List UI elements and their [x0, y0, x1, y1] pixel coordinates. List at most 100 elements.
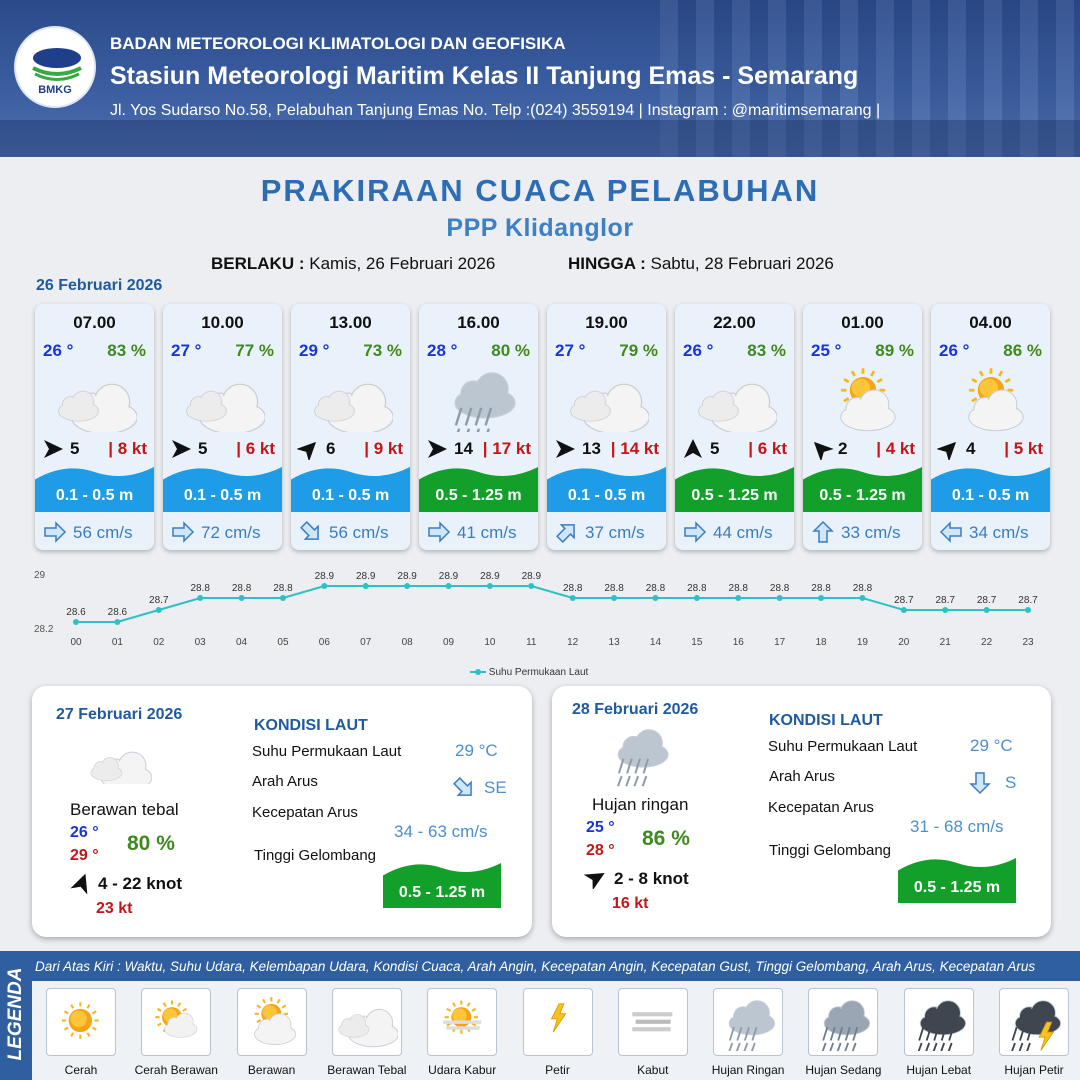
sst-value-label: 28.8	[273, 583, 293, 594]
petir-icon	[550, 1003, 566, 1033]
current-direction-icon	[969, 772, 991, 795]
daily-date: 27 Februari 2026	[56, 706, 183, 723]
forecast-temp: 27 °	[171, 341, 202, 360]
wind-speed: 6	[326, 439, 336, 458]
hujan-ringan-icon	[454, 372, 516, 432]
current-direction-icon	[44, 521, 67, 543]
forecast-card: 10.00 27 ° 77 % 5 | 6 kt 0.1 - 0.5 m 72 …	[163, 304, 282, 550]
sst-point	[776, 595, 783, 601]
x-tick-label: 02	[153, 637, 165, 648]
daily-temp-max: 28 °	[586, 842, 615, 859]
berawan-tebal-icon	[338, 1008, 398, 1048]
legend-icon-box	[236, 988, 307, 1056]
daily-panel: 27 Februari 2026 Berawan tebal 26 ° 29 °…	[32, 686, 532, 937]
sst-point	[569, 595, 576, 601]
legend-icon-box	[141, 988, 212, 1056]
legend-label: Udara Kabur	[428, 1063, 497, 1077]
current-direction-icon	[453, 777, 472, 796]
current-direction-icon	[812, 520, 834, 543]
forecast-humidity: 86 %	[1003, 341, 1042, 360]
forecast-current: 41 cm/s	[419, 516, 538, 550]
berawan-icon	[840, 368, 896, 432]
gust-speed: | 8 kt	[108, 439, 147, 458]
udara-kabur-icon	[443, 1000, 482, 1034]
sst-point	[445, 583, 452, 589]
sst-point	[486, 583, 493, 589]
sea-condition-title: KONDISI LAUT	[254, 717, 368, 734]
x-tick-label: 17	[774, 637, 786, 648]
hujan-lebat-icon	[917, 1000, 966, 1051]
current-direction-icon	[684, 521, 707, 543]
wind-direction-icon	[70, 873, 88, 894]
x-tick-label: 08	[402, 637, 414, 648]
wind-speed: 4	[966, 439, 976, 458]
legend-side: LEGENDA	[0, 951, 32, 1080]
wave-label: Tinggi Gelombang	[769, 842, 892, 859]
current-speed: 56 cm/s	[73, 523, 133, 542]
wave-icon	[898, 858, 1016, 903]
sst-value-label: 28.9	[315, 571, 335, 582]
x-tick-label: 03	[195, 637, 207, 648]
hujan-sedang-icon	[822, 1000, 871, 1051]
sst-value-label: 28.7	[935, 595, 955, 606]
sst-value-label: 28.8	[687, 583, 707, 594]
legend-side-label: LEGENDA	[5, 967, 26, 1061]
wave-height: 0.1 - 0.5 m	[951, 487, 1030, 504]
daily-date: 28 Februari 2026	[572, 701, 699, 718]
current-speed-value: 34 - 63 cm/s	[394, 822, 488, 841]
current-speed: 56 cm/s	[329, 523, 389, 542]
sst-point	[942, 607, 949, 613]
wind-speed: 5	[198, 439, 208, 458]
wave-icon	[383, 863, 501, 908]
valid-to: HINGGA : Sabtu, 28 Februari 2026	[568, 254, 834, 274]
y-tick-label: 29	[34, 570, 46, 581]
forecast-humidity: 83 %	[747, 341, 786, 360]
sst-label: Suhu Permukaan Laut	[252, 743, 402, 760]
wind-speed: 5	[70, 439, 80, 458]
sst-point	[693, 595, 700, 601]
wind-direction-icon	[684, 439, 702, 458]
forecast-current: 56 cm/s	[291, 516, 410, 550]
forecast-current: 33 cm/s	[803, 516, 922, 550]
sst-point	[735, 595, 742, 601]
wave-icon	[547, 467, 666, 512]
berawan-tebal-icon	[58, 383, 137, 432]
x-tick-label: 06	[319, 637, 331, 648]
berawan-tebal-icon	[570, 383, 649, 432]
hujan-petir-icon	[1011, 1000, 1062, 1051]
logo-text: BMKG	[38, 84, 72, 96]
wind-direction-icon	[428, 440, 447, 458]
wind-speed: 2	[838, 439, 848, 458]
forecast-humidity: 77 %	[235, 341, 274, 360]
day1-date: 26 Februari 2026	[36, 277, 163, 294]
berawan-tebal-icon	[90, 751, 152, 784]
sst-value-label: 28.9	[397, 571, 417, 582]
daily-wind: 2 - 8 knot	[614, 869, 689, 888]
current-speed-value: 31 - 68 cm/s	[910, 817, 1004, 836]
sst-point	[528, 583, 535, 589]
forecast-current: 37 cm/s	[547, 516, 666, 550]
current-direction-icon	[300, 521, 319, 540]
header-decoration	[660, 0, 1080, 157]
sst-point	[1025, 607, 1031, 613]
current-direction-value: SE	[484, 778, 507, 797]
sst-value-label: 28.6	[66, 607, 86, 618]
forecast-humidity: 89 %	[875, 341, 914, 360]
daily-wind: 4 - 22 knot	[98, 874, 183, 893]
gust-speed: | 6 kt	[236, 439, 275, 458]
forecast-current: 56 cm/s	[35, 516, 154, 550]
valid-from-label: BERLAKU :	[211, 254, 305, 273]
x-tick-label: 04	[236, 637, 248, 648]
forecast-temp: 29 °	[299, 341, 330, 360]
forecast-temp: 28 °	[427, 341, 458, 360]
forecast-wind: 4 | 5 kt	[937, 438, 1045, 460]
sst-point	[900, 607, 907, 613]
forecast-humidity: 79 %	[619, 341, 658, 360]
sst-value-label: 28.9	[439, 571, 459, 582]
hujan-ringan-icon	[728, 1000, 776, 1051]
x-tick-label: 00	[70, 637, 82, 648]
sst-value-label: 28.9	[480, 571, 500, 582]
legend-label: Berawan	[247, 1063, 296, 1077]
forecast-card: 07.00 26 ° 83 % 5 | 8 kt 0.1 - 0.5 m 56 …	[35, 304, 154, 550]
sst-point	[114, 619, 121, 625]
